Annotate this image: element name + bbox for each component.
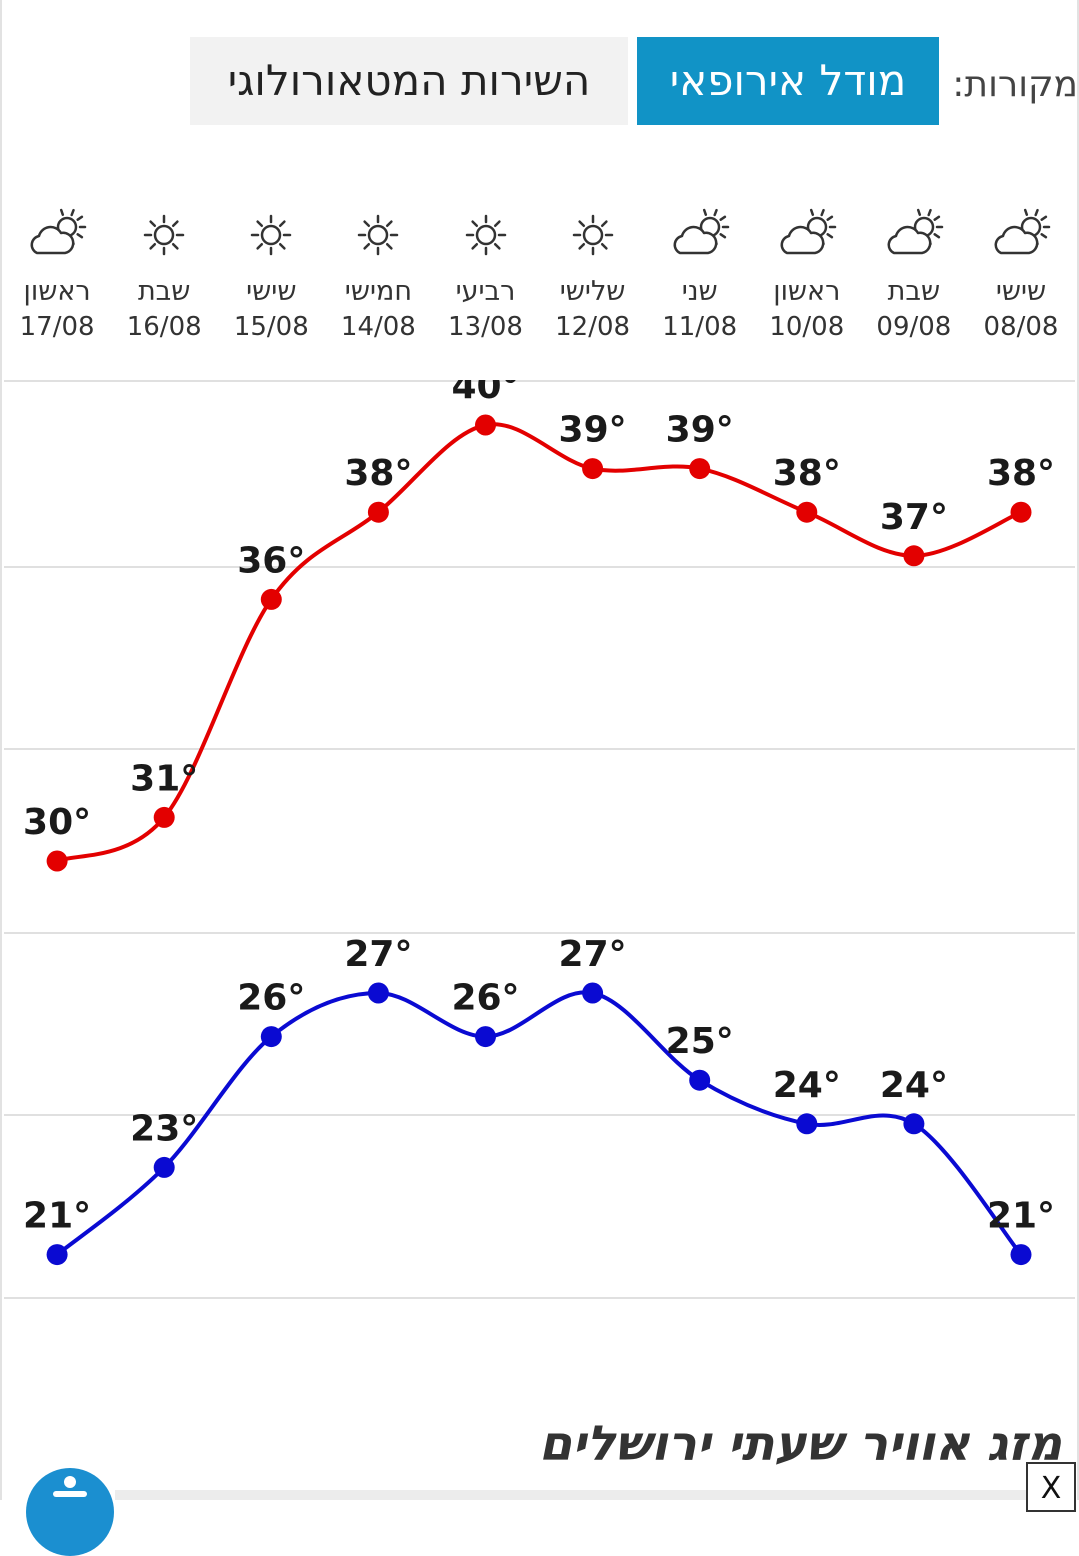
min-temperature-label: 27°	[559, 934, 627, 975]
min-temperature-line	[55, 990, 1023, 1257]
max-temperature-label: 38°	[773, 453, 841, 494]
partly-cloudy-icon	[30, 208, 87, 255]
day-date: 14/08	[340, 312, 416, 342]
source-ims-button[interactable]: השירות המטאורולוגי	[190, 37, 628, 125]
source-european-model-button[interactable]: מודל אירופאי	[637, 37, 939, 125]
day-date: 13/08	[448, 312, 523, 342]
accessibility-button[interactable]	[26, 1468, 114, 1556]
max-temperature-label: 39°	[559, 410, 627, 451]
max-temperature-label: 31°	[130, 758, 198, 799]
max-temperature-point	[689, 458, 711, 480]
hourly-forecast-title: מזג אוויר שעתי ירושלים	[538, 1416, 1062, 1472]
day-name: ראשון	[23, 276, 91, 307]
day-date: 09/08	[876, 312, 952, 342]
day-name: שישי	[995, 276, 1047, 307]
day-name: שבת	[887, 276, 941, 307]
day-date: 12/08	[555, 312, 631, 342]
max-temperature-label: 38°	[987, 453, 1055, 494]
min-temperature-label: 27°	[344, 934, 412, 975]
partly-cloudy-icon	[887, 208, 944, 255]
frame-border-left	[0, 0, 2, 1500]
day-column[interactable]: רביעי 13/08	[432, 205, 539, 355]
day-column[interactable]: חמישי 14/08	[325, 205, 432, 355]
min-temperature-label: 24°	[773, 1065, 841, 1106]
max-temperature-label: 39°	[666, 410, 734, 451]
min-temperature-label: 21°	[987, 1196, 1055, 1237]
max-temperature-point	[582, 458, 604, 480]
min-temperature-point	[903, 1113, 925, 1135]
min-temperature-point	[582, 982, 604, 1004]
max-temperature-label: 38°	[344, 453, 412, 494]
accessibility-icon	[53, 1476, 87, 1497]
day-column[interactable]: שישי 15/08	[218, 205, 325, 355]
day-date: 16/08	[126, 312, 202, 342]
max-temperature-point	[796, 501, 818, 523]
min-temperature-point	[260, 1026, 282, 1048]
min-temperature-label: 21°	[23, 1196, 91, 1237]
day-name: ראשון	[773, 276, 841, 307]
max-temperature-point	[46, 850, 68, 872]
max-temperature-label: 36°	[237, 540, 305, 581]
min-temperature-label: 26°	[451, 978, 519, 1019]
max-temperature-line	[56, 422, 1022, 863]
min-temperature-label: 26°	[237, 978, 305, 1019]
min-temperature-point	[367, 982, 389, 1004]
max-temperature-point	[153, 806, 175, 828]
min-temperature-label: 25°	[666, 1021, 734, 1062]
max-temperature-label: 37°	[880, 497, 948, 538]
day-column[interactable]: שישי 08/08	[968, 205, 1075, 355]
bottom-bar	[115, 1490, 1035, 1500]
day-date: 10/08	[769, 312, 845, 342]
day-name: רביעי	[455, 276, 516, 307]
day-name: שני	[681, 276, 718, 307]
max-temperature-point	[367, 501, 389, 523]
min-temperature-point	[1010, 1244, 1032, 1266]
close-button[interactable]: X	[1026, 1462, 1076, 1512]
sun-icon	[465, 214, 506, 256]
day-column[interactable]: שלישי 12/08	[539, 205, 646, 355]
min-temperature-label: 24°	[880, 1065, 948, 1106]
partly-cloudy-icon	[780, 208, 837, 255]
day-column[interactable]: שבת 09/08	[860, 205, 967, 355]
min-temperature-point	[46, 1244, 68, 1266]
day-column[interactable]: ראשון 10/08	[753, 205, 860, 355]
min-temperature-point	[475, 1026, 496, 1048]
partly-cloudy-icon	[994, 208, 1051, 255]
day-date: 08/08	[983, 312, 1059, 342]
min-temperature-point	[689, 1069, 711, 1091]
max-temperature-label: 30°	[23, 802, 91, 843]
max-temperature-label: 40°	[451, 380, 519, 407]
day-date: 15/08	[233, 312, 309, 342]
day-name: שבת	[137, 276, 191, 307]
max-temperature-point	[260, 588, 282, 610]
partly-cloudy-icon	[673, 208, 729, 255]
day-date: 17/08	[19, 312, 95, 342]
sun-icon	[143, 214, 185, 256]
sun-icon	[572, 214, 613, 256]
max-temperature-point	[1010, 501, 1032, 523]
day-date: 11/08	[662, 312, 738, 342]
day-column[interactable]: שבת 16/08	[111, 205, 218, 355]
max-temperature-point	[475, 414, 496, 436]
frame-border-right	[1077, 0, 1079, 1500]
max-temperature-point	[903, 545, 925, 567]
day-name: שישי	[246, 276, 297, 307]
sun-icon	[358, 214, 399, 256]
day-name: שלישי	[559, 276, 626, 307]
min-temperature-point	[796, 1113, 818, 1135]
sources-label: מקורות:	[952, 64, 1078, 105]
min-temperature-point	[153, 1156, 175, 1178]
day-column[interactable]: שני 11/08	[646, 205, 753, 355]
min-temperature-label: 23°	[130, 1108, 198, 1149]
sun-icon	[251, 214, 292, 256]
day-column[interactable]: ראשון 17/08	[4, 205, 111, 355]
day-name: חמישי	[344, 276, 412, 307]
temperature-chart: 38° 37° 38° 39° 39° 40° 38° 36° 31° 30° 21° 24° 24° 2…	[4, 380, 1075, 1299]
